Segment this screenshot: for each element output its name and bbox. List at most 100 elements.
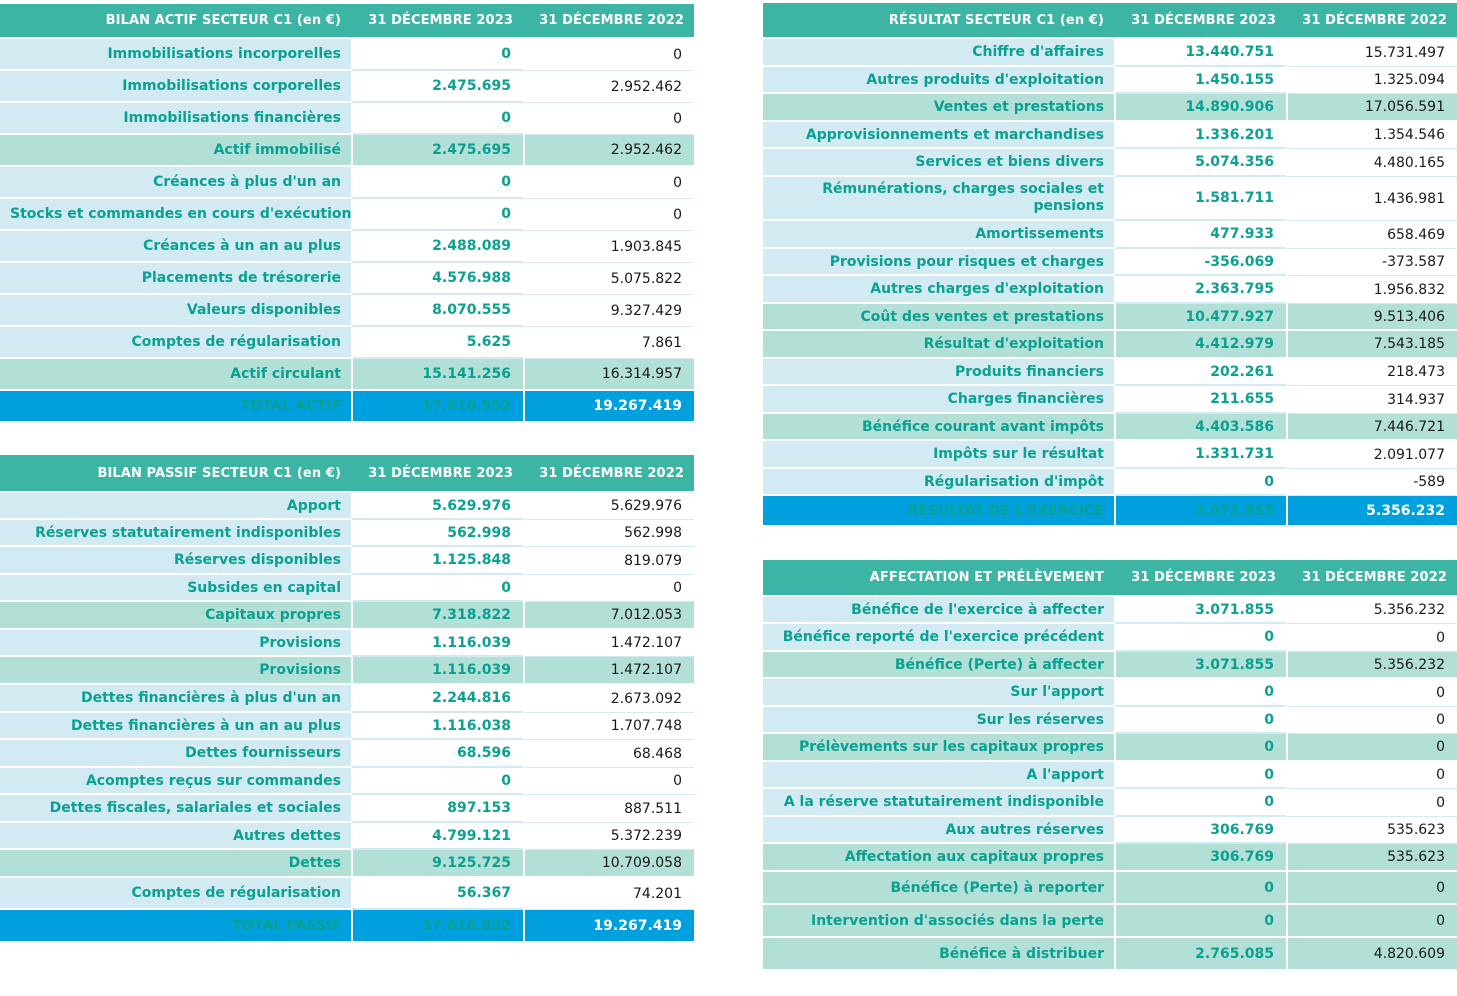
row-label: Dettes fiscales, salariales et sociales xyxy=(0,795,351,823)
row-label: Bénéfice (Perte) à affecter xyxy=(763,652,1114,679)
value-2023: 0 xyxy=(1114,624,1286,652)
row-label: Créances à plus d'un an xyxy=(0,167,351,199)
total-row: TOTAL ACTIF 17.616.952 19.267.419 xyxy=(0,391,694,423)
value-2022: 887.511 xyxy=(523,795,694,823)
table-row: Autres produits d'exploitation 1.450.155 1… xyxy=(763,67,1457,94)
row-label: Autres charges d'exploitation xyxy=(763,276,1114,304)
subtotal-row: Ventes et prestations 14.890.906 17.056.59… xyxy=(763,94,1457,122)
value-2022: 314.937 xyxy=(1286,386,1457,414)
value-2022: 16.314.957 xyxy=(523,359,694,391)
year-2023-header: 31 DÉCEMBRE 2023 xyxy=(1114,560,1286,597)
label-header: AFFECTATION ET PRÉLÈVEMENT xyxy=(763,560,1114,597)
value-2022: 0 xyxy=(1286,762,1457,789)
value-2022: 5.356.232 xyxy=(1286,496,1457,527)
subtotal-row: Affectation aux capitaux propres 306.769 5… xyxy=(763,844,1457,872)
table-row: Dettes financières à plus d'un an 2.244.8… xyxy=(0,685,694,713)
row-label: Chiffre d'affaires xyxy=(763,39,1114,67)
row-label: Produits financiers xyxy=(763,359,1114,386)
row-label: Stocks et commandes en cours d'exécution xyxy=(0,199,352,231)
table-row: Comptes de régularisation 56.367 74.201 xyxy=(0,878,694,910)
value-2023: 0 xyxy=(351,768,523,795)
value-2023: 2.475.695 xyxy=(351,135,523,167)
table-row: Amortissements 477.933 658.469 xyxy=(763,221,1457,249)
value-2022: 819.079 xyxy=(523,547,694,575)
row-label: Réserves statutairement indisponibles xyxy=(0,520,351,547)
value-2022: 2.091.077 xyxy=(1286,441,1457,469)
row-label: Immobilisations incorporelles xyxy=(0,39,351,71)
value-2022: 9.513.406 xyxy=(1286,304,1457,331)
table-row: Immobilisations financières 0 0 xyxy=(0,103,694,135)
row-label: Valeurs disponibles xyxy=(0,295,351,327)
value-2022: 1.472.107 xyxy=(523,630,694,657)
row-label: Bénéfice (Perte) à reporter xyxy=(763,872,1114,905)
table-row: Dettes financières à un an au plus 1.116.… xyxy=(0,713,694,740)
row-label: Subsides en capital xyxy=(0,575,351,602)
value-2023: 3.071.855 xyxy=(1114,597,1286,624)
value-2022: 0 xyxy=(1286,789,1457,817)
value-2022: 1.956.832 xyxy=(1286,276,1457,304)
year-2022-header: 31 DÉCEMBRE 2022 xyxy=(1286,3,1457,39)
row-label: Comptes de régularisation xyxy=(0,878,351,910)
value-2023: 562.998 xyxy=(351,520,523,547)
row-label: Acomptes reçus sur commandes xyxy=(0,768,351,795)
value-2022: 0 xyxy=(523,103,694,135)
row-label: Sur l'apport xyxy=(763,679,1114,707)
value-2023: 0 xyxy=(351,103,523,135)
value-2022: 5.075.822 xyxy=(523,263,694,295)
value-2022: 5.629.976 xyxy=(523,493,694,520)
value-2022: 68.468 xyxy=(523,740,694,768)
value-2022: 2.673.092 xyxy=(523,685,694,713)
value-2023: 1.116.038 xyxy=(351,713,523,740)
value-2022: 19.267.419 xyxy=(523,391,694,423)
value-2023: 4.412.979 xyxy=(1114,331,1286,359)
table-row: Autres charges d'exploitation 2.363.795 1.… xyxy=(763,276,1457,304)
value-2023: 0 xyxy=(1114,872,1286,905)
value-2022: 562.998 xyxy=(523,520,694,547)
value-2022: 0 xyxy=(523,167,694,199)
value-2023: 2.363.795 xyxy=(1114,276,1286,304)
value-2023: 7.318.822 xyxy=(351,602,523,630)
row-label: Placements de trésorerie xyxy=(0,263,351,295)
row-label: Immobilisations financières xyxy=(0,103,351,135)
subtotal-row: Provisions 1.116.039 1.472.107 xyxy=(0,657,694,685)
value-2023: 1.116.039 xyxy=(351,630,523,657)
value-2022: 9.327.429 xyxy=(523,295,694,327)
row-label: Provisions xyxy=(0,657,351,685)
value-2022: 535.623 xyxy=(1286,817,1457,844)
row-label: Résultat d'exploitation xyxy=(763,331,1114,359)
row-label: Dettes fournisseurs xyxy=(0,740,351,768)
year-2023-header: 31 DÉCEMBRE 2023 xyxy=(351,455,523,493)
value-2022: 0 xyxy=(523,199,694,231)
table-header-row: RÉSULTAT SECTEUR C1 (en €) 31 DÉCEMBRE 20… xyxy=(763,3,1457,39)
row-label: Provisions xyxy=(0,630,351,657)
row-label: Dettes financières à un an au plus xyxy=(0,713,351,740)
affectation-table: AFFECTATION ET PRÉLÈVEMENT 31 DÉCEMBRE 20… xyxy=(763,560,1457,971)
value-2023: 17.616.952 xyxy=(351,391,523,423)
value-2022: 7.861 xyxy=(523,327,694,359)
row-label: Affectation aux capitaux propres xyxy=(763,844,1114,872)
row-label: Capitaux propres xyxy=(0,602,351,630)
value-2022: 7.543.185 xyxy=(1286,331,1457,359)
table-row: Dettes fiscales, salariales et sociales 8… xyxy=(0,795,694,823)
value-2022: 5.356.232 xyxy=(1286,652,1457,679)
row-label: Autres produits d'exploitation xyxy=(763,67,1114,94)
table-row: Chiffre d'affaires 13.440.751 15.731.497 xyxy=(763,39,1457,67)
subtotal-row: Capitaux propres 7.318.822 7.012.053 xyxy=(0,602,694,630)
table-row: Impôts sur le résultat 1.331.731 2.091.077 xyxy=(763,441,1457,469)
row-label: Autres dettes xyxy=(0,823,351,850)
value-2022: 0 xyxy=(1286,624,1457,652)
value-2023: 897.153 xyxy=(351,795,523,823)
table-row: Dettes fournisseurs 68.596 68.468 xyxy=(0,740,694,768)
row-label: Impôts sur le résultat xyxy=(763,441,1114,469)
value-2023: 211.655 xyxy=(1114,386,1286,414)
value-2022: 10.709.058 xyxy=(523,850,694,878)
row-label: Intervention d'associés dans la perte xyxy=(763,905,1114,938)
table-row: Créances à un an au plus 2.488.089 1.903.8… xyxy=(0,231,694,263)
table-row: Sur les réserves 0 0 xyxy=(763,707,1457,734)
subtotal-row: Bénéfice (Perte) à affecter 3.071.855 5.35… xyxy=(763,652,1457,679)
row-label: Approvisionnements et marchandises xyxy=(763,122,1114,149)
value-2023: 0 xyxy=(351,199,523,231)
row-label: Comptes de régularisation xyxy=(0,327,351,359)
row-label: Actif circulant xyxy=(0,359,351,391)
value-2022: 1.354.546 xyxy=(1286,122,1457,149)
